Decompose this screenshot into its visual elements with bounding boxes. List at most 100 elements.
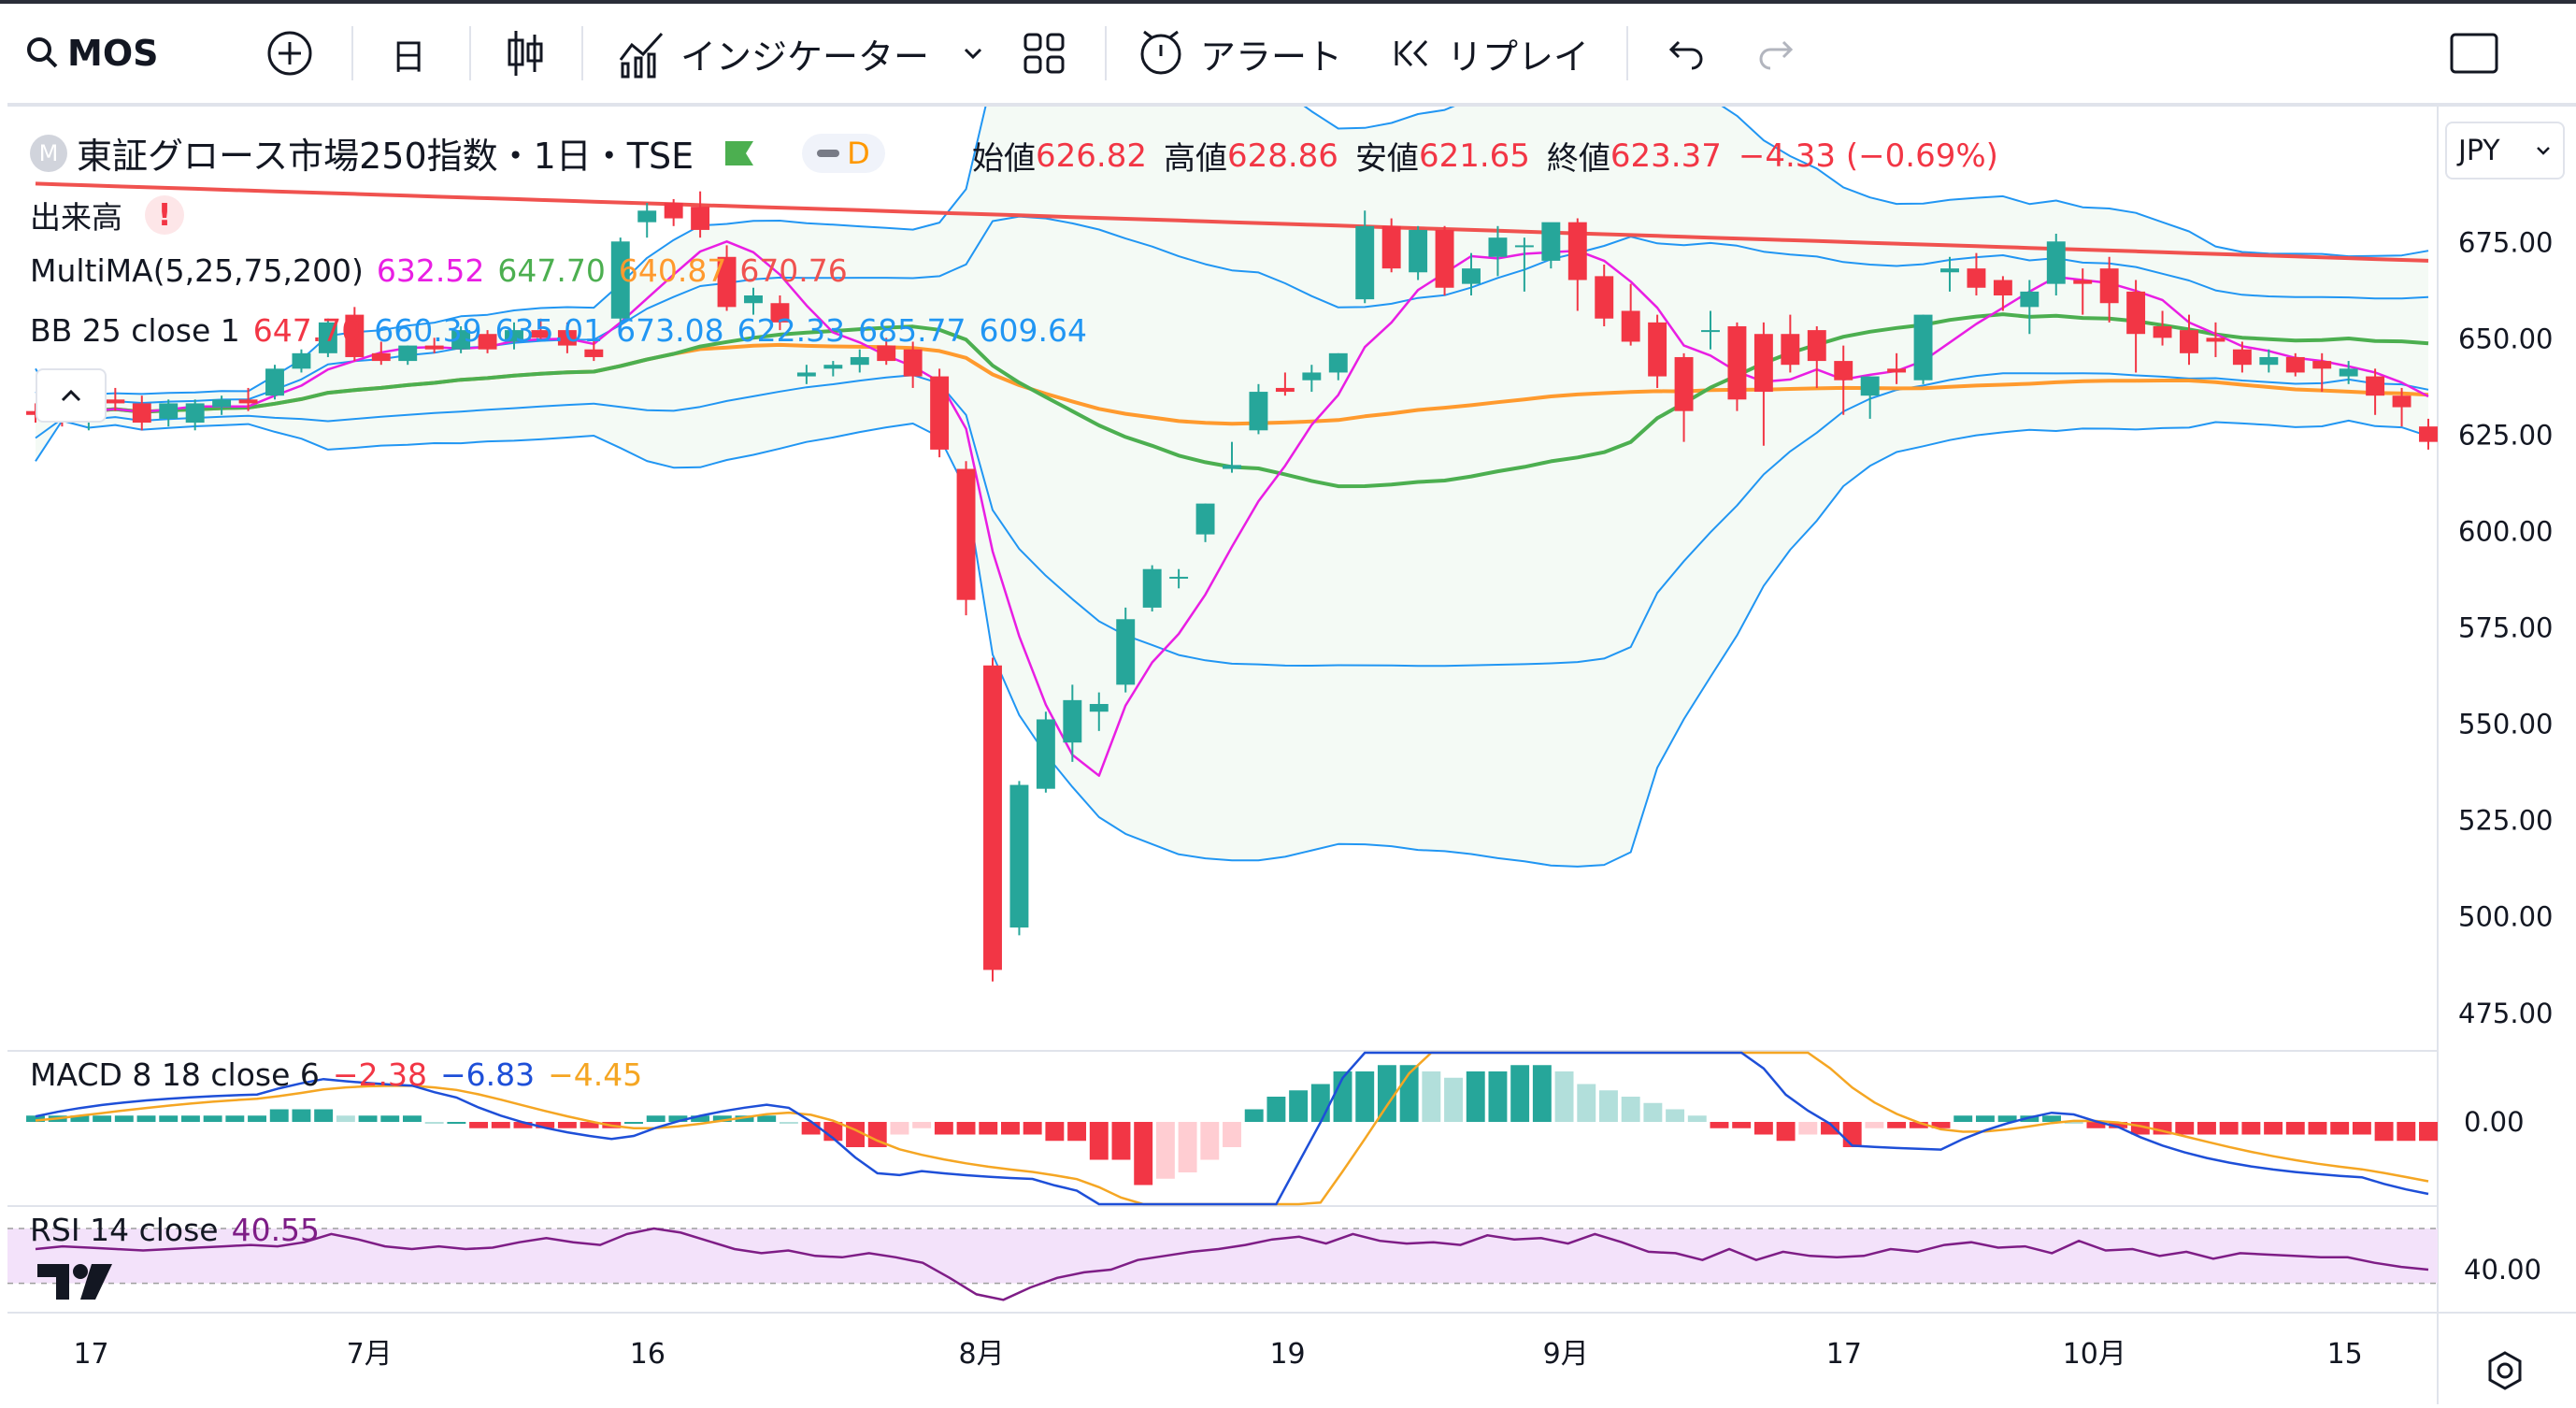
chart-type-button[interactable] bbox=[505, 22, 546, 84]
macd-histogram-bar bbox=[1355, 1071, 1375, 1122]
indicators-button[interactable]: インジケーター bbox=[617, 22, 985, 84]
macd-histogram-bar bbox=[225, 1115, 245, 1122]
bb-legend[interactable]: BB 25 close 1 647.70 660.39 635.01 673.0… bbox=[30, 312, 1087, 349]
macd-legend[interactable]: MACD 8 18 close 6 −2.38 −6.83 −4.45 bbox=[30, 1056, 642, 1093]
currency-label: JPY bbox=[2458, 134, 2500, 167]
bb-lower-2sd bbox=[35, 419, 2429, 868]
change-value: −4.33 (−0.69%) bbox=[1738, 136, 1998, 175]
collapse-legend-button[interactable] bbox=[36, 368, 107, 423]
macd-name: MACD 8 18 close 6 bbox=[30, 1056, 320, 1093]
rewind-icon bbox=[1395, 39, 1428, 67]
tradingview-logo bbox=[36, 1262, 114, 1305]
bb-value-5: 622.33 bbox=[737, 312, 846, 349]
candle-body bbox=[2073, 280, 2093, 284]
interval-button[interactable]: 日 bbox=[391, 22, 426, 84]
candle-body bbox=[1940, 268, 1959, 273]
bb-value-1: 647.70 bbox=[252, 312, 362, 349]
chevron-down-icon bbox=[964, 48, 982, 60]
macd-histogram-bar bbox=[1444, 1077, 1463, 1122]
macd-histogram-bar bbox=[269, 1109, 289, 1122]
macd-histogram-bar bbox=[757, 1115, 777, 1122]
bb-value-3: 635.01 bbox=[494, 312, 604, 349]
macd-histogram-bar bbox=[1001, 1122, 1020, 1135]
macd-histogram-bar bbox=[1621, 1097, 1640, 1122]
chart-canvas[interactable]: 700.00675.00650.00625.00600.00575.00550.… bbox=[7, 107, 2576, 1404]
candle-body bbox=[610, 241, 630, 319]
macd-histogram-bar bbox=[2064, 1122, 2083, 1124]
layouts-button[interactable] bbox=[1023, 22, 1066, 84]
candle-body bbox=[1727, 325, 1747, 400]
ma-legend[interactable]: MultiMA(5,25,75,200) 632.52 647.70 640.8… bbox=[30, 252, 848, 289]
time-tick-label: 19 bbox=[1269, 1338, 1305, 1371]
macd-histogram-bar bbox=[403, 1115, 422, 1122]
macd-histogram-bar bbox=[203, 1115, 222, 1122]
candle-body bbox=[2180, 330, 2198, 353]
macd-histogram-bar bbox=[1732, 1122, 1752, 1128]
candle-body bbox=[345, 314, 365, 357]
rsi-value: 40.55 bbox=[231, 1212, 321, 1248]
minus-icon bbox=[817, 149, 840, 157]
replay-button[interactable]: リプレイ bbox=[1393, 22, 1589, 84]
symbol-legend[interactable]: M 東証グロース市場250指数・1日・TSE D bbox=[30, 127, 885, 179]
macd-histogram-bar bbox=[890, 1122, 909, 1135]
macd-histogram-bar bbox=[1510, 1065, 1530, 1122]
currency-select[interactable]: JPY bbox=[2445, 122, 2565, 180]
macd-histogram-bar bbox=[1223, 1122, 1241, 1147]
candle-body bbox=[398, 345, 418, 362]
alert-button[interactable]: アラート bbox=[1137, 22, 1342, 84]
time-tick-label: 17 bbox=[1826, 1338, 1862, 1371]
macd-histogram-bar bbox=[180, 1115, 200, 1122]
macd-histogram-bar bbox=[2086, 1122, 2106, 1128]
candle-body bbox=[770, 303, 790, 323]
macd-histogram-bar bbox=[536, 1122, 555, 1128]
macd-histogram-bar bbox=[2219, 1122, 2239, 1135]
macd-histogram-bar bbox=[2175, 1122, 2195, 1135]
add-symbol-button[interactable] bbox=[265, 22, 314, 84]
macd-histogram-bar bbox=[1422, 1071, 1441, 1122]
undo-icon bbox=[1668, 40, 1703, 70]
rsi-line bbox=[35, 1227, 2429, 1301]
candle-body bbox=[1275, 387, 1295, 393]
candle-body bbox=[2206, 338, 2225, 342]
chevron-up-icon bbox=[61, 389, 81, 402]
redo-button[interactable] bbox=[1757, 22, 1798, 84]
symbol-title: 東証グロース市場250指数・1日・TSE bbox=[77, 136, 694, 177]
interval-label: 日 bbox=[391, 36, 427, 78]
macd-histogram-bar bbox=[2241, 1122, 2261, 1135]
high-label: 高値 bbox=[1163, 140, 1227, 178]
candle-body bbox=[478, 334, 497, 350]
macd-histogram-bar bbox=[1045, 1122, 1065, 1142]
undo-button[interactable] bbox=[1664, 22, 1705, 84]
symbol-search-button[interactable]: MOS bbox=[24, 22, 159, 84]
candle-body bbox=[1807, 330, 1826, 362]
fullscreen-button[interactable] bbox=[2449, 22, 2499, 84]
macd-histogram-bar bbox=[2308, 1122, 2327, 1135]
alert-label: アラート bbox=[1200, 36, 1343, 78]
time-tick-label: 8月 bbox=[959, 1338, 1005, 1371]
rsi-tick-label: 40.00 bbox=[2464, 1254, 2541, 1286]
chart-area[interactable]: 700.00675.00650.00625.00600.00575.00550.… bbox=[7, 103, 2576, 1408]
macd-histogram-bar bbox=[1067, 1122, 1087, 1142]
macd-histogram-bar bbox=[159, 1115, 179, 1122]
candle-body bbox=[1621, 310, 1640, 342]
volume-legend[interactable]: 出来高 ! bbox=[30, 193, 184, 237]
macd-histogram-bar bbox=[1289, 1090, 1309, 1122]
candle-body bbox=[637, 210, 657, 223]
macd-histogram-bar bbox=[1466, 1071, 1485, 1122]
symbol-label: MOS bbox=[67, 33, 159, 74]
chart-settings-button[interactable] bbox=[2484, 1350, 2526, 1395]
candle-body bbox=[1302, 372, 1322, 381]
rsi-legend[interactable]: RSI 14 close 40.55 bbox=[30, 1212, 320, 1248]
ma200-line bbox=[35, 181, 2429, 263]
tradingview-logo-icon bbox=[37, 1264, 112, 1300]
macd-histogram-bar bbox=[2109, 1122, 2128, 1128]
candle-body bbox=[1328, 352, 1348, 373]
market-status-badge[interactable]: D bbox=[802, 133, 885, 173]
warning-icon[interactable]: ! bbox=[145, 195, 184, 235]
macd-histogram-bar bbox=[1089, 1122, 1109, 1160]
candle-body bbox=[903, 349, 923, 377]
candle-body bbox=[2153, 325, 2172, 338]
candle-body bbox=[983, 665, 1002, 970]
open-value: 626.82 bbox=[1036, 136, 1147, 175]
candle-body bbox=[2020, 291, 2039, 308]
